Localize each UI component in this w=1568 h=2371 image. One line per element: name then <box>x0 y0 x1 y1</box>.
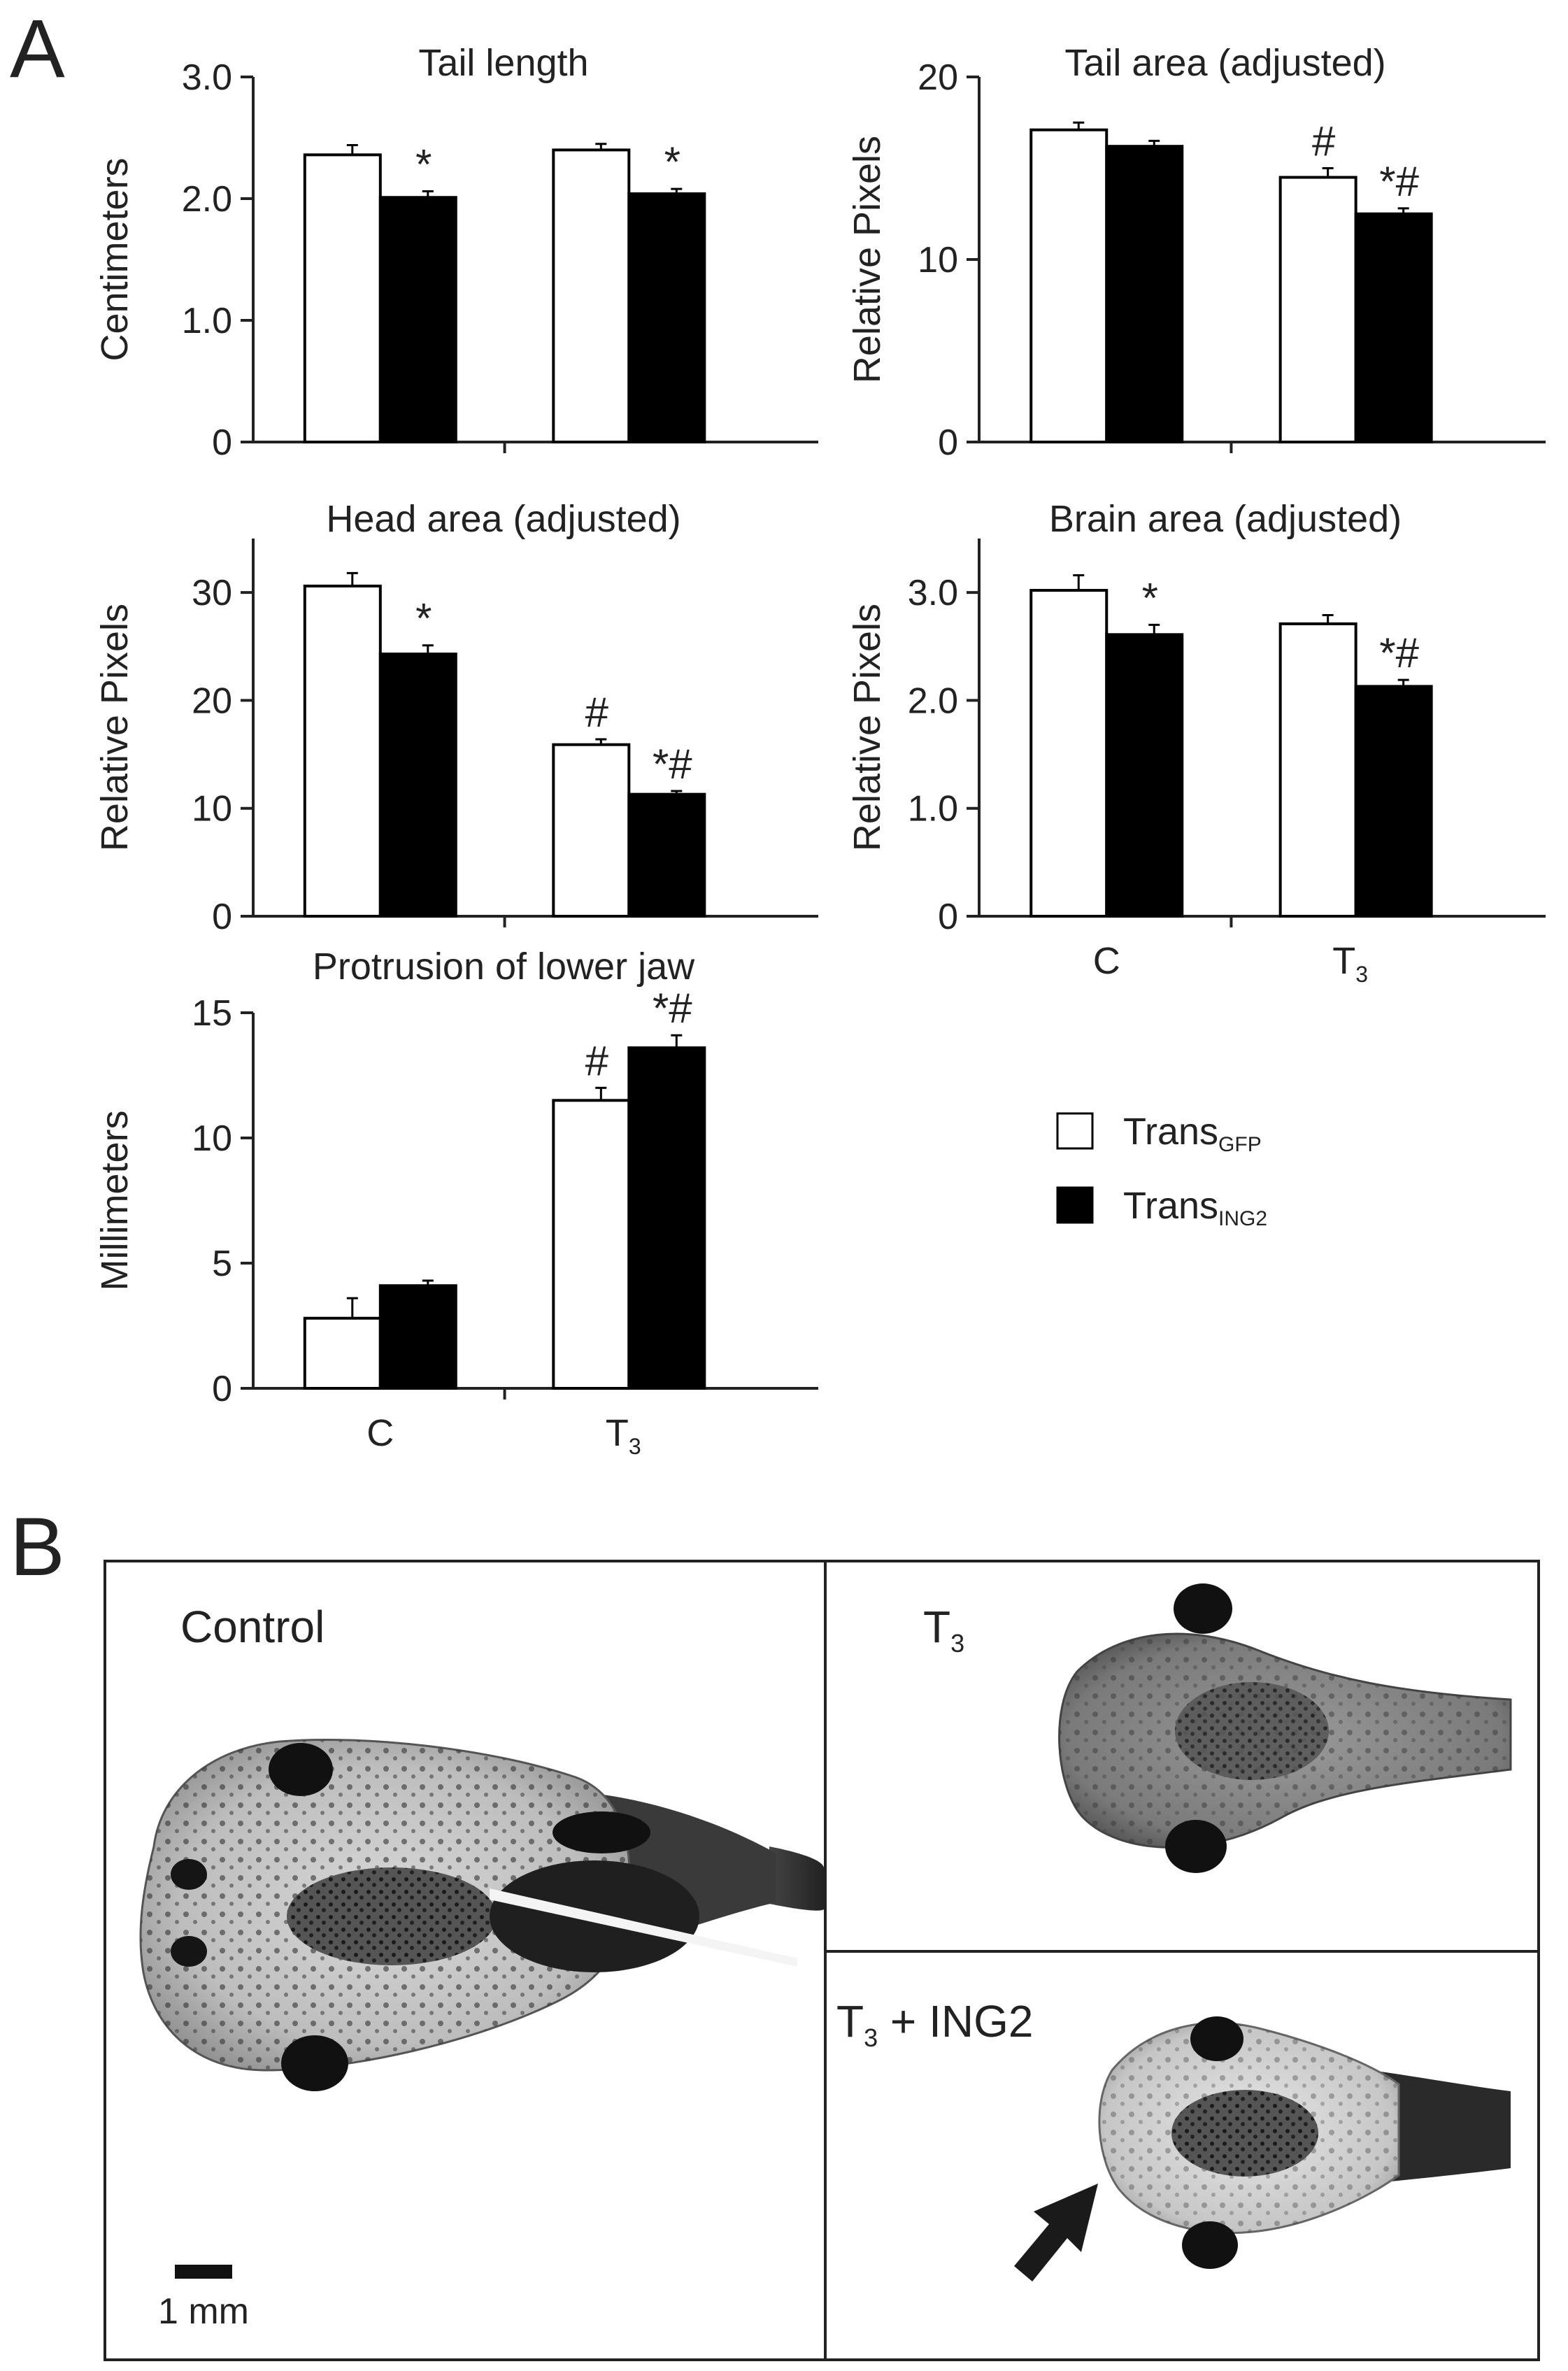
t3-photo-label: T3 <box>923 1602 964 1658</box>
chart4-significance-mark: *# <box>653 985 692 1032</box>
chart0-bar <box>303 153 382 444</box>
chart0-y-tick-label: 0 <box>212 422 232 463</box>
head-area-chart: Head area (adjusted) Relative Pixels 0 10 20… <box>94 498 818 937</box>
chart0-significance-mark: * <box>664 138 680 185</box>
chart4-y-tick-label: 15 <box>192 993 232 1034</box>
chart2-y-tick-label: 0 <box>212 897 232 937</box>
chart4-bar <box>378 1284 457 1390</box>
chart0-y-tick-label: 2.0 <box>182 179 232 220</box>
chart1-y-tick-label: 20 <box>918 57 958 98</box>
legend-label-gfp: TransGFP <box>1123 1111 1262 1156</box>
chart2-significance-mark: *# <box>653 741 692 788</box>
chart1-significance-mark: # <box>1312 118 1336 165</box>
chart4-bar <box>552 1099 631 1390</box>
chart1-y-tick-label: 10 <box>918 240 958 280</box>
chart2-bar <box>552 743 631 918</box>
chart4-bar <box>303 1316 382 1390</box>
chart2-title: Head area (adjusted) <box>326 498 680 540</box>
chart2-bar <box>627 792 706 918</box>
chart2-significance-mark: # <box>585 689 609 736</box>
chart4-y-tick-label: 5 <box>212 1244 232 1284</box>
brain-area-chart: Brain area (adjusted) Relative Pixels 0 1.0… <box>846 498 1546 987</box>
chart1-significance-mark: *# <box>1379 158 1419 205</box>
chart4-significance-mark: # <box>585 1037 609 1084</box>
photo-panel: Control 1 mm T3 T3 + ING2 <box>104 1560 1540 2361</box>
chart3-bar <box>1029 589 1109 918</box>
chart0-y-tick-label: 1.0 <box>182 301 232 341</box>
chart3-y-axis-label: Relative Pixels <box>846 604 888 851</box>
tail-area-chart: Tail area (adjusted) Relative Pixels 0 10 20… <box>846 42 1546 463</box>
scale-bar-label: 1 mm <box>158 2291 249 2332</box>
chart0-y-tick-label: 3.0 <box>182 57 232 98</box>
legend: TransGFP TransING2 <box>1056 1111 1267 1230</box>
chart1-bar <box>1278 176 1357 444</box>
legend-swatch-ing2 <box>1056 1186 1094 1224</box>
chart3-bar <box>1278 622 1357 918</box>
chart2-y-axis-label: Relative Pixels <box>94 604 136 851</box>
chart2-y-tick-label: 10 <box>192 789 232 830</box>
lower-jaw-protrusion-chart: Protrusion of lower jaw Millimeters 0 5 10 15… <box>94 946 818 1459</box>
chart1-y-axis-label: Relative Pixels <box>846 136 888 383</box>
chart2-bar <box>303 584 382 918</box>
chart0-y-axis-label: Centimeters <box>94 157 136 361</box>
chart1-title: Tail area (adjusted) <box>1064 42 1385 84</box>
chart3-significance-mark: * <box>1142 574 1158 621</box>
chart3-category-label: T3 <box>1332 940 1368 987</box>
arrow-icon-body <box>1014 2184 1098 2281</box>
chart3-bar <box>1105 633 1184 918</box>
legend-label-ing2: TransING2 <box>1123 1185 1267 1230</box>
chart1-bar <box>1105 145 1184 443</box>
chart2-y-tick-label: 30 <box>192 573 232 613</box>
chart3-y-tick-label: 1.0 <box>908 789 958 830</box>
legend-swatch-gfp <box>1056 1112 1094 1150</box>
panel-a-label: A <box>10 3 65 95</box>
t3-ing2-photo-label: T3 + ING2 <box>836 1996 1033 2052</box>
control-tadpole-image <box>139 1738 824 2091</box>
chart1-y-tick-label: 0 <box>938 422 958 463</box>
chart0-bar <box>552 148 631 443</box>
tail-length-chart: Tail length Centimeters 0 1.0 2.0 3.0 * * <box>94 42 818 463</box>
chart0-significance-mark: * <box>415 141 432 188</box>
chart4-y-axis-label: Millimeters <box>94 1110 136 1290</box>
chart4-category-label: T3 <box>606 1412 641 1459</box>
control-photo-label: Control <box>180 1602 325 1652</box>
scale-bar <box>175 2265 232 2279</box>
chart3-bar <box>1354 685 1433 918</box>
chart3-significance-mark: *# <box>1379 629 1419 676</box>
chart0-bar <box>627 192 706 443</box>
chart3-y-tick-label: 3.0 <box>908 573 958 613</box>
chart3-category-label: C <box>1093 940 1120 982</box>
chart3-y-tick-label: 0 <box>938 897 958 937</box>
chart1-bar <box>1354 212 1433 443</box>
chart0-bar <box>378 196 457 443</box>
chart3-title: Brain area (adjusted) <box>1049 498 1402 540</box>
chart2-significance-mark: * <box>415 595 432 642</box>
panel-b-label: B <box>10 1501 65 1593</box>
chart3-y-tick-label: 2.0 <box>908 681 958 721</box>
chart4-y-tick-label: 10 <box>192 1118 232 1159</box>
chart2-bar <box>378 653 457 918</box>
chart4-category-label: C <box>366 1412 394 1454</box>
chart2-y-tick-label: 20 <box>192 681 232 721</box>
chart0-title: Tail length <box>418 42 588 84</box>
chart4-bar <box>627 1046 706 1390</box>
t3-tadpole-image <box>1058 1583 1512 1873</box>
chart4-y-tick-label: 0 <box>212 1369 232 1409</box>
chart4-title: Protrusion of lower jaw <box>313 946 695 988</box>
chart1-bar <box>1029 128 1109 443</box>
t3-ing2-tadpole-image <box>1014 2016 1511 2281</box>
